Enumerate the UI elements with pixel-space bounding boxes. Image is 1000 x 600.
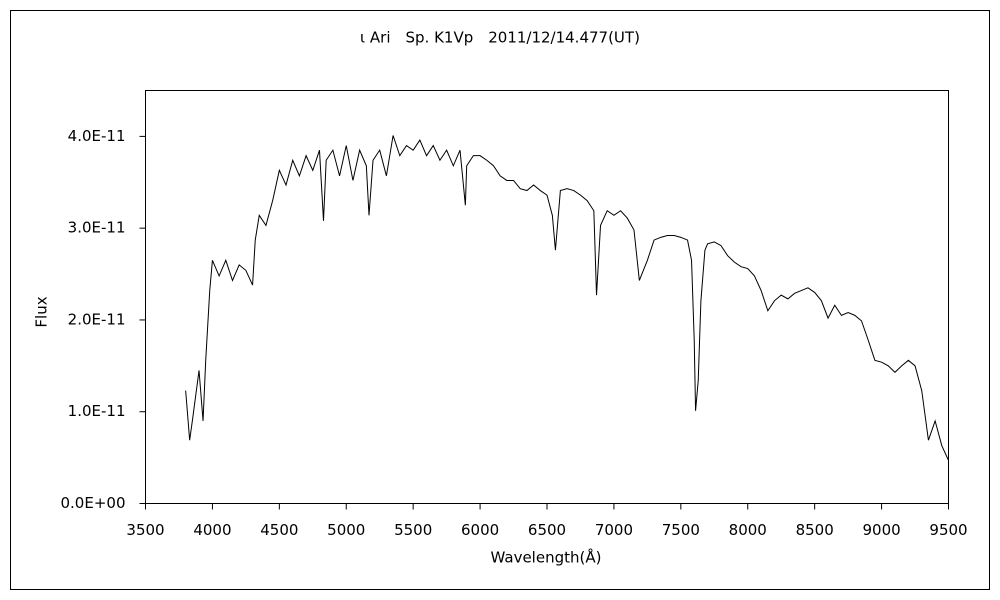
plot-area [145,90,949,504]
chart-title: ι Ari Sp. K1Vp 2011/12/14.477(UT) [360,29,640,47]
x-tick-label: 6500 [528,521,566,539]
x-tick-label: 9000 [862,521,900,539]
y-tick-label: 1.0E-11 [68,402,126,420]
x-tick-label: 7000 [595,521,633,539]
x-tick-label: 4000 [193,521,231,539]
y-axis-label: Flux [33,296,51,327]
x-tick-label: 7500 [662,521,700,539]
y-tick-label: 0.0E+00 [61,494,126,512]
x-tick-label: 4500 [260,521,298,539]
y-tick-label: 2.0E-11 [68,310,126,328]
x-axis-label: Wavelength(Å) [491,548,602,567]
y-tick-label: 4.0E-11 [68,127,126,145]
x-tick-label: 9500 [929,521,967,539]
spectrum-line [185,135,949,461]
x-tick-label: 8500 [796,521,834,539]
x-tick-label: 5000 [327,521,365,539]
x-tick-label: 8000 [729,521,767,539]
x-tick-label: 6000 [461,521,499,539]
y-tick-label: 3.0E-11 [68,219,126,237]
x-tick-label: 5500 [394,521,432,539]
x-tick-label: 3500 [126,521,164,539]
